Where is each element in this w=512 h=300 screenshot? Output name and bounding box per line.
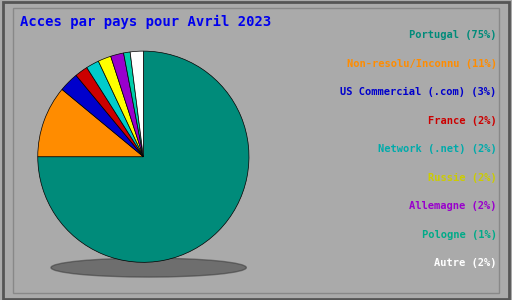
Text: Russie (2%): Russie (2%) — [428, 172, 497, 182]
Text: Acces par pays pour Avril 2023: Acces par pays pour Avril 2023 — [20, 15, 272, 29]
Text: Non-resolu/Inconnu (11%): Non-resolu/Inconnu (11%) — [347, 58, 497, 68]
Wedge shape — [87, 61, 143, 157]
Text: Allemagne (2%): Allemagne (2%) — [409, 201, 497, 211]
Wedge shape — [98, 56, 143, 157]
Wedge shape — [111, 53, 143, 157]
Text: Network (.net) (2%): Network (.net) (2%) — [378, 144, 497, 154]
Wedge shape — [130, 51, 143, 157]
Wedge shape — [123, 52, 143, 157]
Text: US Commercial (.com) (3%): US Commercial (.com) (3%) — [340, 87, 497, 97]
Wedge shape — [62, 75, 143, 157]
Text: Autre (2%): Autre (2%) — [434, 258, 497, 268]
Text: France (2%): France (2%) — [428, 116, 497, 125]
Text: Portugal (75%): Portugal (75%) — [409, 30, 497, 40]
Wedge shape — [76, 68, 143, 157]
Text: Pologne (1%): Pologne (1%) — [422, 230, 497, 239]
Wedge shape — [38, 89, 143, 157]
Wedge shape — [38, 51, 249, 262]
Ellipse shape — [51, 258, 246, 277]
